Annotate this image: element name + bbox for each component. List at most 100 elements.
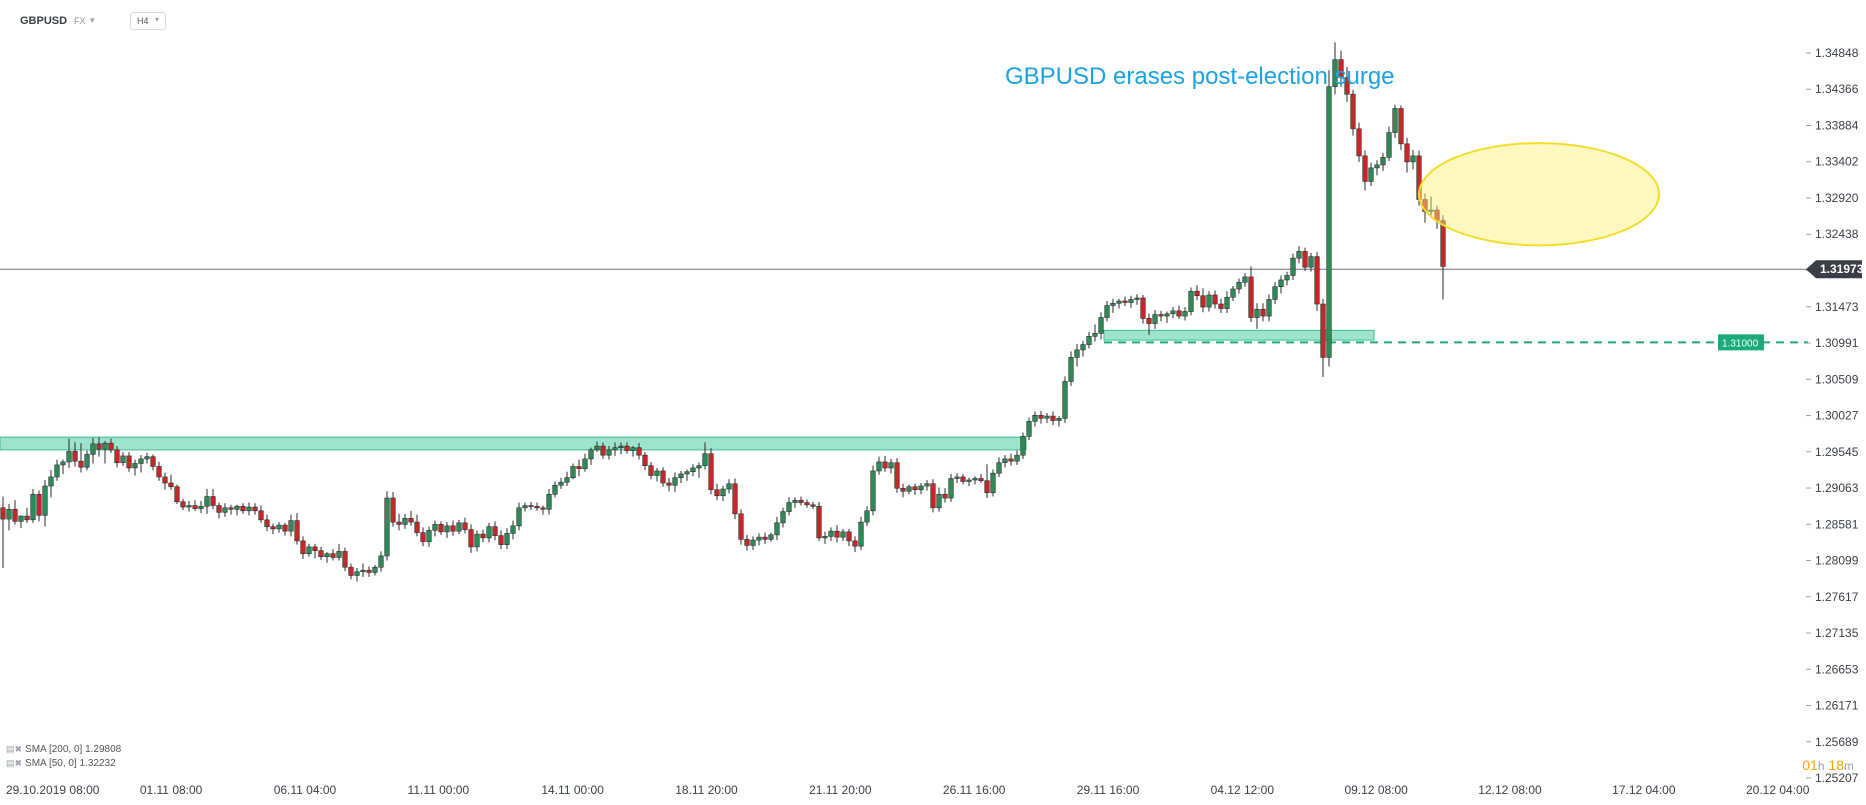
candle-body [720,488,726,497]
candle-body [144,456,150,460]
candle-body [1104,305,1110,318]
candle-body [300,540,306,554]
candle-body [1206,294,1212,308]
y-tick-label: 1.34366 [1815,82,1859,96]
candle-body [312,546,318,551]
candle-body [1332,59,1338,87]
time-axis[interactable]: 29.10.2019 08:00 01.11 08:00 06.11 04:00 11… [6,783,1810,797]
candle-body [276,524,282,530]
x-tick-label: 20.12 04:00 [1746,783,1810,797]
candle-body [1392,108,1398,133]
candle-body [804,502,810,506]
candle-body [132,463,138,469]
candle-body [1236,281,1242,290]
candle-body [474,533,480,548]
candle-body [408,518,414,523]
candle-body [288,520,294,532]
candle-body [18,515,24,522]
candle-body [660,470,666,484]
candle-body [864,510,870,523]
candle-body [174,486,180,503]
y-tick-label: 1.28099 [1815,554,1859,568]
candle-body [606,449,612,456]
candle-body [1008,458,1014,462]
candle-body [984,480,990,494]
candle-body [444,525,450,533]
legend-sma-50[interactable]: ▤✖ SMA [50, 0] 1.32232 [6,758,116,769]
candle-body [576,466,582,470]
candle-body [828,530,834,537]
timer-hours: 01 [1802,757,1818,773]
candle-body [738,513,744,540]
timeframe-select[interactable]: H4 ▾ [130,12,166,30]
candle-body [702,453,708,466]
y-tick-label: 1.26653 [1815,662,1859,676]
candle-body [228,507,234,510]
candle-body [546,493,552,510]
indicator-settings-icon[interactable]: ▤✖ [6,758,23,768]
y-tick-label: 1.30509 [1815,372,1859,386]
candle-body [882,461,888,469]
candle-body [942,493,948,499]
candle-body [888,462,894,469]
candle-body [1014,454,1020,462]
x-tick-label: 26.11 16:00 [943,783,1006,797]
candle-body [1230,288,1236,298]
y-tick-label: 1.25689 [1815,735,1859,749]
candle-body [1032,415,1038,422]
candle-body [930,483,936,509]
candle-body [1350,93,1356,130]
candle-body [1152,314,1158,324]
candle-body [990,472,996,494]
overlay [1418,142,1660,247]
candle-body [204,496,210,507]
price-axis[interactable]: 1.34848 1.34366 1.33884 1.33402 1.32920 1.324… [1718,46,1864,785]
indicator-settings-icon[interactable]: ▤✖ [6,744,23,754]
timeframe-label: H4 [137,16,149,26]
candle-body [762,536,768,540]
candle-body [1002,458,1008,463]
legend-label: SMA [200, 0] 1.29808 [25,744,122,755]
legend-sma-200[interactable]: ▤✖ SMA [200, 0] 1.29808 [6,744,121,755]
candle-body [1110,302,1116,306]
current-price-flag [1806,260,1862,279]
candle-body [906,486,912,492]
candle-body [1326,86,1332,358]
candle-body [1158,314,1164,317]
candle-body [768,534,774,540]
symbol-label[interactable]: GBPUSD [20,15,68,27]
candle-body [1080,344,1086,351]
candle-body [1092,333,1098,337]
candle-body [924,483,930,487]
candle-body [816,506,822,539]
candle-body [456,522,462,532]
candle-body [36,493,42,516]
candle-body [138,458,144,464]
candle-body [1338,59,1344,78]
candle-body [624,445,630,451]
candle-body [810,504,816,507]
candle-body [198,506,204,509]
x-tick-label: 11.11 00:00 [408,783,470,797]
candle-body [978,478,984,482]
x-tick-label: 29.10.2019 08:00 [6,783,100,797]
x-tick-label: 14.11 00:00 [541,783,604,797]
candle-body [1098,317,1104,334]
candle-body [960,476,966,482]
chevron-down-icon[interactable]: ▾ [90,15,95,25]
candle-body [324,553,330,557]
candle-body [366,569,372,573]
candle-body [1116,300,1122,304]
x-tick-label: 01.11 08:00 [140,783,203,797]
y-tick-label: 1.25207 [1815,771,1859,785]
candle-body [972,478,978,481]
candle-body [1314,256,1320,305]
candle-body [486,526,492,539]
timer-hours-unit: h [1817,759,1825,773]
candle-body [42,485,48,516]
candle-body [252,506,258,512]
candle-body [936,493,942,509]
candle-body [996,462,1002,474]
candle-body [318,550,324,557]
